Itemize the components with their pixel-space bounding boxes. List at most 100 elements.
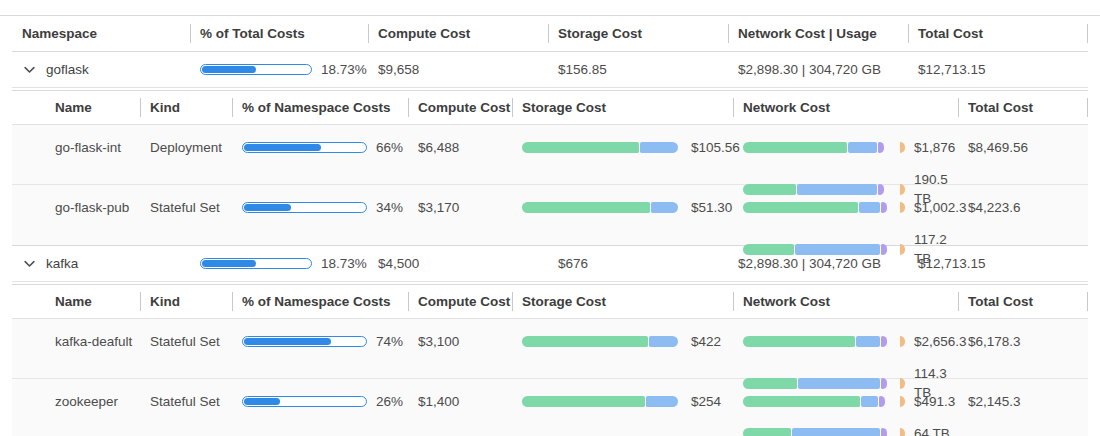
total-cost-value: $12,713.15 — [908, 62, 1088, 77]
pct-total-costs-value: 18.73% — [321, 62, 367, 77]
col-name: Name — [12, 285, 140, 318]
network-cost-bar — [743, 336, 889, 347]
bar-overflow-tip-icon — [900, 244, 905, 255]
pct-namespace-costs-bar — [242, 396, 367, 407]
bar-overflow-tip-icon — [900, 428, 905, 436]
network-cost-value: $1,876 — [914, 138, 955, 157]
storage-cost-cell: $422 — [512, 332, 733, 351]
storage-cost-bar — [522, 142, 682, 153]
pct-namespace-costs-value: 26% — [376, 392, 403, 411]
cost-table-panel: Namespace % of Total Costs Compute Cost … — [0, 0, 1100, 436]
workload-kind: Stateful Set — [140, 392, 232, 411]
col-compute-cost: Compute Cost — [408, 285, 512, 318]
col-storage-cost: Storage Cost — [512, 285, 733, 318]
namespace-table-header: Namespace % of Total Costs Compute Cost … — [12, 16, 1088, 52]
workload-name: go-flask-pub — [12, 198, 140, 217]
storage-cost-value: $51.30 — [691, 198, 732, 217]
workload-name: zookeeper — [12, 392, 140, 411]
col-network-cost: Network Cost — [733, 91, 958, 124]
col-network-cost: Network Cost — [733, 285, 958, 318]
col-compute-cost: Compute Cost — [368, 16, 548, 51]
workload-kind: Stateful Set — [140, 332, 232, 351]
storage-cost-value: $676 — [548, 256, 728, 271]
bar-overflow-tip-icon — [900, 202, 905, 213]
network-cost-bar — [743, 142, 889, 153]
col-pct-total-costs: % of Total Costs — [190, 16, 368, 51]
network-usage-bar — [743, 184, 889, 195]
chevron-down-icon[interactable] — [22, 62, 37, 77]
bar-overflow-tip-icon — [900, 378, 905, 389]
storage-cost-cell: $254 — [512, 392, 733, 411]
namespace-name: goflask — [46, 62, 89, 77]
workload-kind: Deployment — [140, 138, 232, 157]
network-usage-bar — [743, 244, 889, 255]
bar-overflow-tip-icon — [900, 184, 905, 195]
bar-overflow-tip-icon — [900, 142, 905, 153]
network-usage-bar — [743, 378, 889, 389]
pct-namespace-costs-bar — [242, 142, 367, 153]
storage-cost-value: $254 — [691, 392, 721, 411]
storage-cost-bar — [522, 202, 682, 213]
col-compute-cost: Compute Cost — [408, 91, 512, 124]
col-kind: Kind — [140, 285, 232, 318]
compute-cost-value: $4,500 — [368, 256, 548, 271]
namespace-row-goflask[interactable]: goflask 18.73% $9,658 $156.85 $2,898.30 … — [12, 52, 1088, 88]
col-total-cost: Total Cost — [958, 285, 1088, 318]
storage-cost-cell: $51.30 — [512, 198, 733, 217]
bar-overflow-tip-icon — [900, 396, 905, 407]
workload-table-header: Name Kind % of Namespace Costs Compute C… — [12, 285, 1088, 319]
network-cost-cell: $491.3 64 TB — [733, 392, 958, 436]
col-pct-namespace-costs: % of Namespace Costs — [232, 285, 408, 318]
total-cost-value: $8,469.56 — [958, 138, 1088, 157]
pct-namespace-costs-value: 34% — [376, 198, 403, 217]
pct-namespace-costs-value: 66% — [376, 138, 403, 157]
compute-cost-value: $6,488 — [408, 138, 512, 157]
chevron-down-icon[interactable] — [22, 256, 37, 271]
col-name: Name — [12, 91, 140, 124]
col-storage-cost: Storage Cost — [512, 91, 733, 124]
col-storage-cost: Storage Cost — [548, 16, 728, 51]
workload-name: kafka-deafult — [12, 332, 140, 351]
storage-cost-value: $156.85 — [548, 62, 728, 77]
col-total-cost: Total Cost — [958, 91, 1088, 124]
pct-namespace-costs-bar — [242, 202, 367, 213]
network-usage-bar — [743, 428, 889, 436]
storage-cost-cell: $105.56 — [512, 138, 733, 157]
compute-cost-value: $3,100 — [408, 332, 512, 351]
workload-table-kafka: Name Kind % of Namespace Costs Compute C… — [12, 284, 1088, 436]
storage-cost-bar — [522, 396, 682, 407]
workload-row-kafka-deafult[interactable]: kafka-deafult Stateful Set 74% $3,100 $4… — [12, 319, 1088, 379]
namespace-name: kafka — [46, 256, 78, 271]
col-pct-namespace-costs: % of Namespace Costs — [232, 91, 408, 124]
total-cost-value: $12,713.15 — [908, 256, 1088, 271]
pct-total-costs-bar — [200, 64, 312, 75]
workload-name: go-flask-int — [12, 138, 140, 157]
network-cost-usage-value: $2,898.30 | 304,720 GB — [728, 256, 908, 271]
pct-total-costs-value: 18.73% — [321, 256, 367, 271]
workload-table-goflask: Name Kind % of Namespace Costs Compute C… — [12, 90, 1088, 246]
workload-row-go-flask-int[interactable]: go-flask-int Deployment 66% $6,488 $105.… — [12, 125, 1088, 185]
network-cost-bar — [743, 202, 889, 213]
storage-cost-value: $422 — [691, 332, 721, 351]
total-cost-value: $4,223.6 — [958, 198, 1088, 217]
total-cost-value: $6,178.3 — [958, 332, 1088, 351]
network-cost-usage-value: $2,898.30 | 304,720 GB — [728, 62, 908, 77]
compute-cost-value: $9,658 — [368, 62, 548, 77]
workload-kind: Stateful Set — [140, 198, 232, 217]
workload-table-header: Name Kind % of Namespace Costs Compute C… — [12, 91, 1088, 125]
network-cost-bar — [743, 396, 889, 407]
compute-cost-value: $3,170 — [408, 198, 512, 217]
compute-cost-value: $1,400 — [408, 392, 512, 411]
col-kind: Kind — [140, 91, 232, 124]
col-total-cost: Total Cost — [908, 16, 1088, 51]
col-network-cost-usage: Network Cost | Usage — [728, 16, 908, 51]
storage-cost-bar — [522, 336, 682, 347]
network-usage-value: 64 TB — [914, 424, 950, 436]
pct-total-costs-bar — [200, 258, 312, 269]
pct-namespace-costs-bar — [242, 336, 367, 347]
network-cost-value: $491.3 — [914, 392, 955, 411]
col-namespace: Namespace — [12, 16, 190, 51]
pct-namespace-costs-value: 74% — [376, 332, 403, 351]
bar-overflow-tip-icon — [900, 336, 905, 347]
total-cost-value: $2,145.3 — [958, 392, 1088, 411]
